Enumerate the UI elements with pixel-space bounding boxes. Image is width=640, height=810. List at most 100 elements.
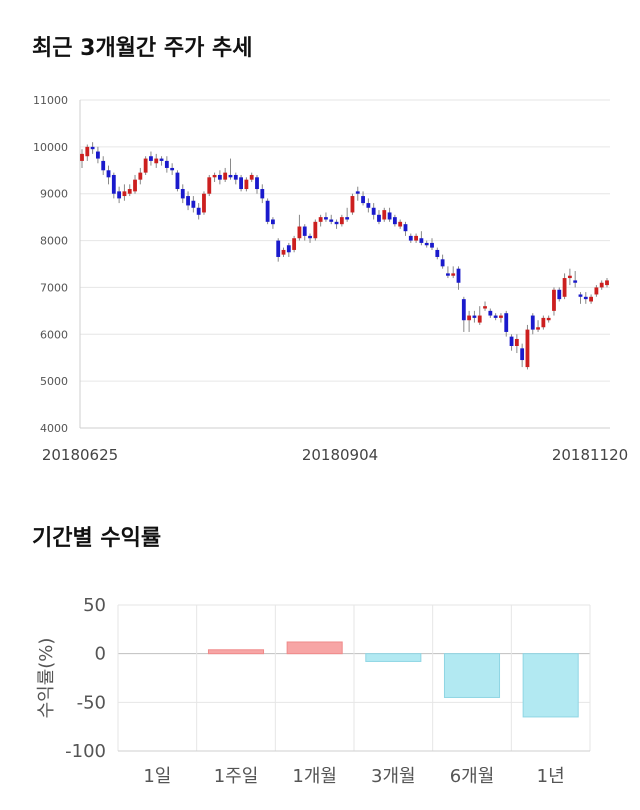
candle-body [217,174,222,180]
candle-body [435,249,440,257]
y-tick-label: 5000 [40,375,68,388]
candle-body [456,268,461,283]
candle-body [562,278,567,297]
y-tick-label: 0 [95,644,106,665]
price-trend-chart: 11000 10000 9000 8000 7000 6000 5000 4000 201806… [33,94,628,464]
candle-body [159,158,164,161]
candle-body [90,146,95,150]
candle-body [594,287,599,295]
candle-body [154,158,159,164]
candle-body [599,282,604,288]
candle-body [106,170,111,178]
candle-body [85,146,90,157]
candle-body [276,240,281,257]
candle-body [424,242,429,246]
x-tick-label: 20181120 [552,446,628,464]
candle-body [292,238,297,250]
candle-body [382,210,387,220]
candle-body [467,315,472,321]
candle-body [318,217,323,222]
candle-body [207,177,212,194]
return-bar [286,641,343,655]
return-bar [365,653,422,662]
candle-body [589,296,593,302]
candle-body [472,315,477,318]
candle-body [170,167,175,171]
candle-body [440,259,445,267]
candle-body [297,226,302,239]
candle-body [414,235,418,241]
candle-body [339,217,344,225]
candle-body [228,174,233,178]
candle-body [223,172,228,180]
return-bar [522,653,579,718]
candle-body [557,289,562,300]
x-tick-label: 20180904 [302,446,378,464]
candle-body [334,221,339,225]
candle-body [191,200,196,208]
candle-body [101,160,106,171]
x-tick-label: 3개월 [371,766,416,787]
candle-body [281,249,286,255]
candle-body [446,273,450,276]
candle-body [117,191,122,199]
candle-body [504,313,509,332]
price-trend-title: 최근 3개월간 주가 추세 [32,36,253,61]
candle-body [96,151,100,159]
y-tick-label: -100 [65,741,106,762]
period-return-title: 기간별 수익률 [32,526,162,551]
candle-body [514,338,519,346]
x-tick-label: 1년 [537,766,565,787]
candle-body [488,310,493,316]
candle-body [244,179,249,190]
candle-body [567,275,572,279]
return-bar [207,649,265,655]
candle-body [233,174,238,180]
candle-body [552,289,556,311]
candle-body [202,193,206,213]
candle-body [212,174,217,178]
x-tick-label: 20180625 [42,446,118,464]
candle-body [392,217,397,225]
candle-body [509,336,514,346]
candle-body [419,238,424,243]
y-tick-label: 50 [83,595,106,616]
candle-body [546,317,551,321]
candle-body [143,158,148,173]
candle-body [483,306,487,309]
candle-body [286,245,291,253]
candle-body [164,160,169,168]
candle-body [387,212,392,220]
candle-body [350,196,355,213]
x-tick-label: 1개월 [292,766,337,787]
candle-body [186,196,190,206]
candle-body [408,235,413,241]
candle-body [324,217,328,220]
candle-body [573,280,578,283]
candle-body [138,172,143,180]
candle-body [371,207,376,215]
candle-body [255,177,259,190]
candle-body [345,217,350,220]
candle-body [605,280,609,286]
candle-body [302,226,307,236]
candle-body [403,224,408,232]
candle-body [499,315,503,318]
candle-body [239,177,243,190]
y-tick-label: 10000 [33,141,68,154]
candle-body [175,172,180,190]
candle-body [377,214,381,222]
candle-body [583,296,588,300]
candle-body [329,219,334,222]
y-tick-label: 9000 [40,188,68,201]
candle-body [111,174,116,194]
candle-body [271,219,275,225]
y-tick-label: -50 [77,692,106,713]
candle-body [578,294,583,297]
candle-body [520,348,525,361]
y-tick-label: 11000 [33,94,68,107]
candle-body [461,299,466,321]
candle-body [265,200,270,222]
return-bar [443,653,501,698]
y-axis-label: 수익률(%) [36,638,57,719]
